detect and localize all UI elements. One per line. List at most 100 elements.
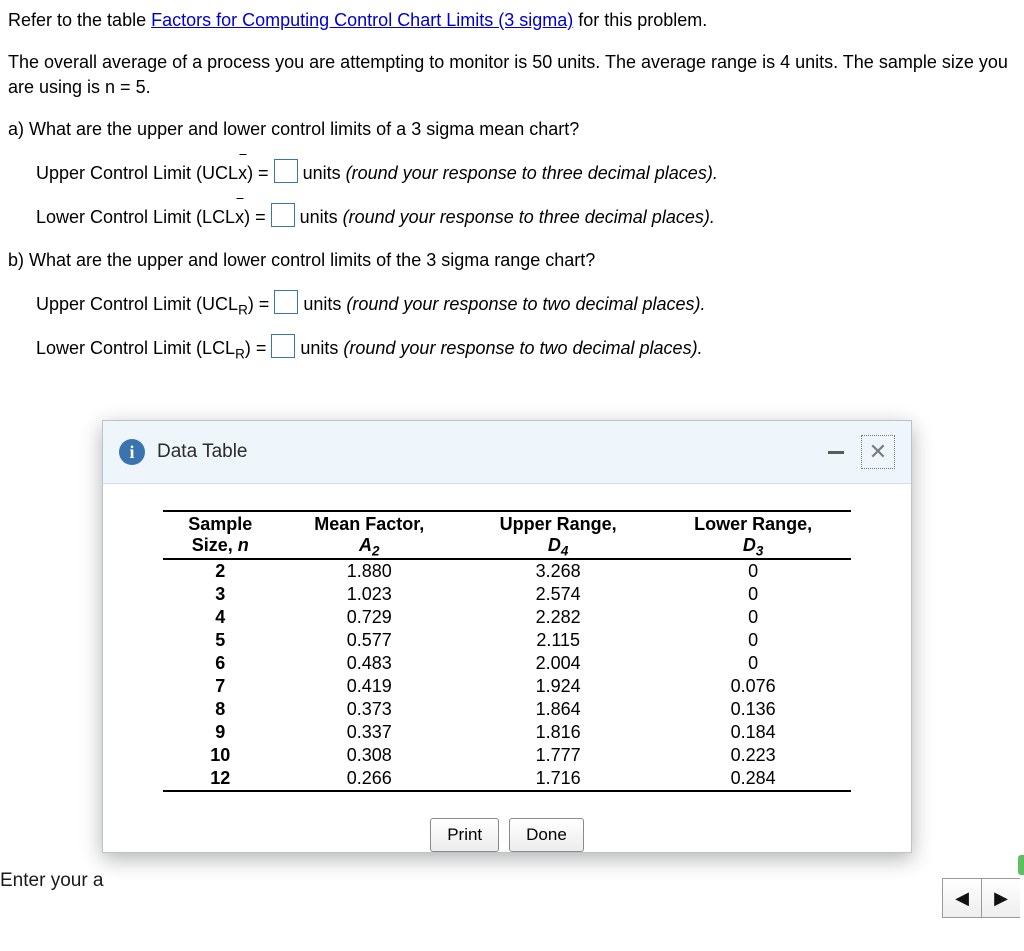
- table-cell: 1.880: [277, 559, 461, 583]
- close-button[interactable]: ✕: [861, 435, 895, 469]
- table-cell: 12: [163, 767, 277, 791]
- table-cell: 6: [163, 652, 277, 675]
- table-row: 90.3371.8160.184: [163, 721, 851, 744]
- lcl-x-line: Lower Control Limit (LCLx) = units (roun…: [8, 203, 1016, 229]
- table-cell: 0.184: [655, 721, 851, 744]
- table-cell: 0.373: [277, 698, 461, 721]
- ucl-r-post: ) =: [248, 294, 275, 314]
- table-cell: 0.284: [655, 767, 851, 791]
- table-row: 31.0232.5740: [163, 583, 851, 606]
- ucl-r-sub: R: [238, 303, 248, 318]
- intro-line: Refer to the table Factors for Computing…: [8, 8, 1016, 32]
- col-d3-a: Lower Range,: [661, 514, 845, 535]
- table-cell: 10: [163, 744, 277, 767]
- scroll-indicator: [1018, 855, 1024, 875]
- col-d4: Upper Range, D4: [461, 511, 655, 559]
- ucl-x-input[interactable]: [274, 159, 298, 183]
- lcl-r-units: units (round your response to two decima…: [300, 338, 702, 358]
- lcl-x-post: ) =: [244, 207, 271, 227]
- ucl-r-line: Upper Control Limit (UCLR) = units (roun…: [8, 290, 1016, 316]
- table-cell: 2.115: [461, 629, 655, 652]
- col-n: Sample Size, n: [163, 511, 277, 559]
- table-cell: 1.816: [461, 721, 655, 744]
- table-row: 50.5772.1150: [163, 629, 851, 652]
- ucl-r-input[interactable]: [274, 290, 298, 314]
- print-button[interactable]: Print: [430, 818, 499, 852]
- table-cell: 2.574: [461, 583, 655, 606]
- table-cell: 0.577: [277, 629, 461, 652]
- table-cell: 0.729: [277, 606, 461, 629]
- table-row: 60.4832.0040: [163, 652, 851, 675]
- lcl-r-line: Lower Control Limit (LCLR) = units (roun…: [8, 334, 1016, 360]
- table-cell: 7: [163, 675, 277, 698]
- lcl-x-input[interactable]: [271, 203, 295, 227]
- table-cell: 1.023: [277, 583, 461, 606]
- lcl-r-input[interactable]: [271, 334, 295, 358]
- table-cell: 1.716: [461, 767, 655, 791]
- table-cell: 1.777: [461, 744, 655, 767]
- table-cell: 0.076: [655, 675, 851, 698]
- intro-suffix: for this problem.: [573, 10, 707, 30]
- table-cell: 3: [163, 583, 277, 606]
- data-table-modal: i Data Table ✕ Sample Size, n Mean Facto…: [102, 420, 912, 853]
- table-cell: 0.419: [277, 675, 461, 698]
- enter-answer-text: Enter your a: [0, 870, 104, 892]
- col-d4-a: Upper Range,: [467, 514, 649, 535]
- col-n-b: Size, n: [169, 535, 271, 556]
- col-a2-a: Mean Factor,: [283, 514, 455, 535]
- table-cell: 4: [163, 606, 277, 629]
- table-cell: 3.268: [461, 559, 655, 583]
- ucl-r-pre: Upper Control Limit (UCL: [36, 294, 238, 314]
- description: The overall average of a process you are…: [8, 50, 1016, 99]
- table-cell: 9: [163, 721, 277, 744]
- table-cell: 0.483: [277, 652, 461, 675]
- col-a2: Mean Factor, A2: [277, 511, 461, 559]
- col-d3-b: D3: [661, 535, 845, 556]
- ucl-x-post: ) =: [247, 163, 274, 183]
- table-row: 70.4191.9240.076: [163, 675, 851, 698]
- modal-body: Sample Size, n Mean Factor, A2 Upper Ran…: [103, 484, 911, 802]
- lcl-x-units: units (round your response to three deci…: [300, 207, 715, 227]
- table-cell: 0.337: [277, 721, 461, 744]
- ucl-r-units: units (round your response to two decima…: [303, 294, 705, 314]
- col-d3: Lower Range, D3: [655, 511, 851, 559]
- table-cell: 0: [655, 629, 851, 652]
- done-button[interactable]: Done: [509, 818, 584, 852]
- question-a: a) What are the upper and lower control …: [8, 117, 1016, 141]
- minimize-button[interactable]: [821, 437, 851, 467]
- question-b: b) What are the upper and lower control …: [8, 248, 1016, 272]
- table-row: 21.8803.2680: [163, 559, 851, 583]
- table-cell: 1.864: [461, 698, 655, 721]
- table-cell: 2.004: [461, 652, 655, 675]
- table-row: 40.7292.2820: [163, 606, 851, 629]
- modal-footer: Print Done: [103, 802, 911, 852]
- table-cell: 2: [163, 559, 277, 583]
- ucl-x-units: units (round your response to three deci…: [303, 163, 718, 183]
- lcl-r-post: ) =: [245, 338, 272, 358]
- table-cell: 2.282: [461, 606, 655, 629]
- table-cell: 0: [655, 606, 851, 629]
- next-button[interactable]: ▶: [981, 879, 1020, 917]
- table-cell: 0.266: [277, 767, 461, 791]
- prev-button[interactable]: ◀: [943, 879, 981, 917]
- table-row: 100.3081.7770.223: [163, 744, 851, 767]
- table-cell: 0.136: [655, 698, 851, 721]
- nav-arrows: ◀ ▶: [942, 878, 1020, 918]
- table-cell: 1.924: [461, 675, 655, 698]
- col-n-a: Sample: [169, 514, 271, 535]
- table-cell: 0.223: [655, 744, 851, 767]
- factors-link[interactable]: Factors for Computing Control Chart Limi…: [151, 10, 573, 30]
- table-cell: 5: [163, 629, 277, 652]
- ucl-x-line: Upper Control Limit (UCLx) = units (roun…: [8, 159, 1016, 185]
- lcl-r-sub: R: [235, 347, 245, 362]
- table-cell: 8: [163, 698, 277, 721]
- col-a2-b: A2: [283, 535, 455, 556]
- info-icon: i: [119, 439, 145, 465]
- table-cell: 0: [655, 652, 851, 675]
- col-d4-b: D4: [467, 535, 649, 556]
- modal-header: i Data Table ✕: [103, 421, 911, 484]
- intro-prefix: Refer to the table: [8, 10, 151, 30]
- table-row: 80.3731.8640.136: [163, 698, 851, 721]
- lcl-r-pre: Lower Control Limit (LCL: [36, 338, 235, 358]
- table-cell: 0.308: [277, 744, 461, 767]
